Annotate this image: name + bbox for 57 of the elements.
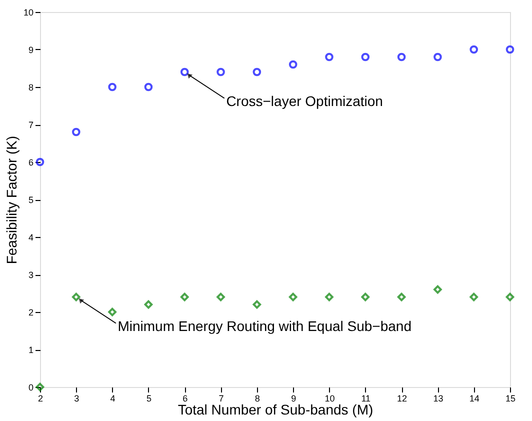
point: [325, 52, 334, 62]
point: [397, 292, 406, 302]
y-tick-label: 9: [28, 45, 34, 55]
y-axis-title: Feasibility Factor (K): [3, 136, 20, 264]
y-tick-label: 0: [28, 382, 34, 392]
point: [506, 292, 514, 302]
point: [144, 300, 153, 309]
point: [288, 60, 298, 69]
point: [506, 45, 514, 54]
x-tick-label: 3: [74, 394, 80, 404]
x-tick-label: 14: [469, 394, 480, 404]
x-tick-label: 15: [505, 394, 516, 404]
point: [108, 308, 116, 316]
point: [470, 45, 478, 54]
point: [288, 292, 298, 302]
y-tick-label: 10: [23, 8, 34, 18]
point: [36, 382, 44, 392]
y-tick-label: 1: [28, 345, 34, 355]
y-tick-label: 3: [28, 270, 34, 280]
x-tick-label: 12: [397, 394, 408, 404]
point: [72, 292, 80, 302]
y-tick-label: 6: [28, 158, 34, 168]
point: [252, 300, 262, 309]
point: [434, 285, 442, 294]
point: [180, 68, 189, 76]
point: [434, 52, 442, 62]
y-tick-label: 4: [28, 232, 34, 242]
annotation: Minimum Energy Routing with Equal Sub−band: [118, 318, 412, 334]
x-tick-label: 5: [146, 394, 152, 404]
y-tick-label: 8: [28, 82, 34, 92]
y-tick-label: 5: [28, 195, 34, 205]
x-axis-title: Total Number of Sub-bands (M): [178, 402, 374, 418]
point: [361, 52, 370, 62]
point: [180, 292, 189, 302]
point: [144, 82, 153, 92]
point: [108, 82, 116, 92]
point: [397, 52, 406, 62]
y-tick-label: 7: [28, 120, 34, 130]
x-tick-label: 6: [182, 394, 188, 404]
point: [325, 292, 334, 302]
y-tick-label: 2: [28, 308, 34, 318]
annotation: Cross−layer Optimization: [226, 93, 383, 109]
point: [72, 128, 80, 136]
x-tick-label: 4: [110, 394, 116, 404]
x-tick-label: 2: [38, 394, 44, 404]
point: [36, 158, 44, 166]
x-tick-label: 9: [291, 394, 296, 404]
point: [252, 68, 262, 76]
point: [216, 68, 225, 76]
point: [216, 292, 225, 302]
x-tick-label: 13: [433, 394, 444, 404]
x-tick-label: 11: [361, 394, 371, 404]
x-tick-label: 7: [218, 394, 224, 404]
x-tick-label: 8: [254, 394, 260, 404]
point: [470, 292, 478, 302]
point: [361, 292, 370, 302]
x-tick-label: 10: [324, 394, 335, 404]
